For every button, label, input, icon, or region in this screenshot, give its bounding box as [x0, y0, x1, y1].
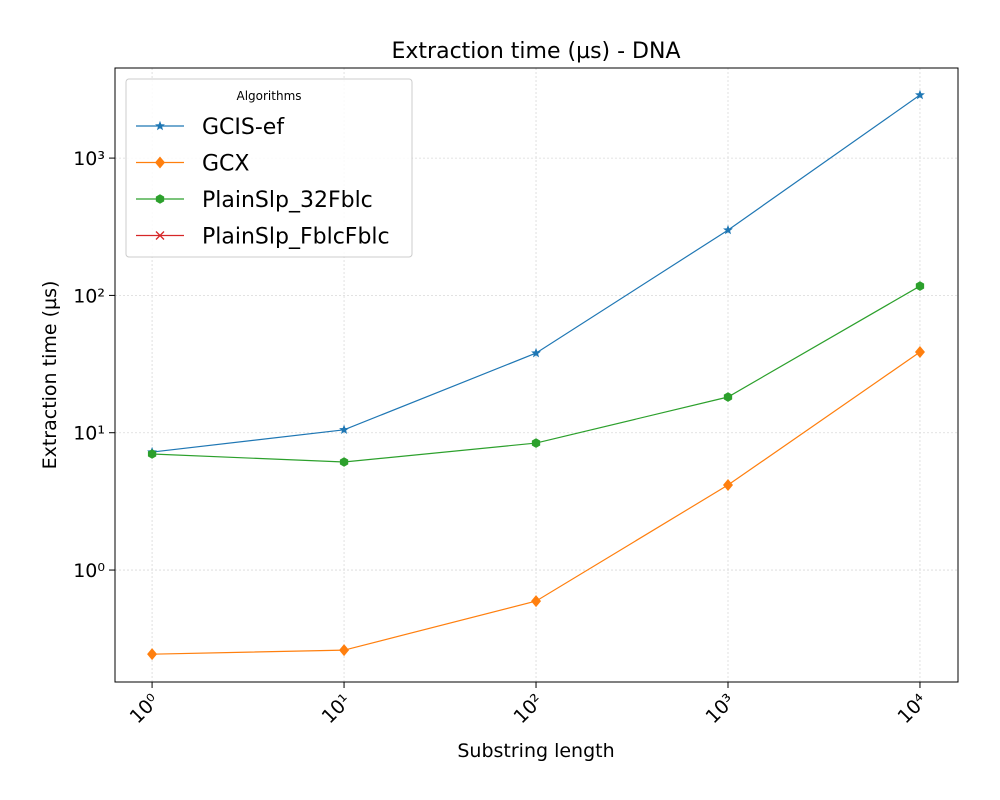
legend-label: GCIS-ef	[202, 115, 285, 140]
marker	[915, 281, 925, 291]
legend-label: GCX	[202, 152, 249, 177]
legend-marker	[155, 194, 165, 204]
marker	[339, 457, 349, 467]
y-tick-label: 10¹	[73, 423, 105, 445]
y-tick-label: 10²	[73, 285, 105, 307]
y-axis-label: Extraction time (µs)	[39, 281, 61, 470]
marker	[531, 438, 541, 448]
marker	[339, 644, 350, 657]
marker	[339, 424, 349, 435]
y-tick-label: 10⁰	[73, 560, 105, 582]
legend-title: Algorithms	[236, 89, 301, 103]
chart-title: Extraction time (µs) - DNA	[392, 39, 681, 64]
marker	[915, 89, 925, 100]
x-axis-label: Substring length	[457, 740, 614, 762]
marker	[531, 595, 542, 608]
legend-box	[125, 78, 413, 258]
marker	[723, 224, 733, 235]
legend-marker	[155, 231, 165, 240]
legend-label: PlainSlp_32Fblc	[202, 188, 373, 213]
legend-label: PlainSlp_FblcFblc	[202, 225, 390, 250]
marker	[722, 479, 733, 492]
marker	[914, 346, 925, 359]
legend-marker	[155, 120, 165, 131]
plot-frame	[114, 67, 959, 683]
marker	[723, 392, 733, 402]
marker	[147, 449, 157, 459]
marker	[147, 648, 158, 661]
y-tick-label: 10³	[73, 148, 105, 170]
marker	[531, 347, 541, 358]
legend-marker	[155, 156, 165, 169]
